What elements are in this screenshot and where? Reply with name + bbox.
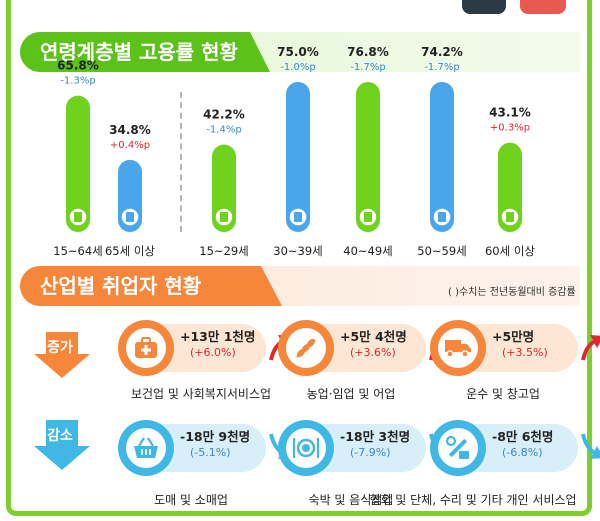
increase-tag-shape xyxy=(34,332,90,378)
bar-3 xyxy=(286,82,310,232)
icon-circle xyxy=(118,320,174,376)
industry-name: 협회 및 단체, 수리 및 기타 개인 서비스업 xyxy=(369,493,577,507)
wheat-icon xyxy=(296,338,316,358)
bar-value-label: 74.2% xyxy=(421,45,463,59)
industry-increase-2: +5만 4천명 (+3.6%) xyxy=(278,320,461,390)
bar-4 xyxy=(356,82,380,232)
bar-value-label: 34.8% xyxy=(109,123,151,137)
bar-change-label: -1.4%p xyxy=(206,125,241,136)
industry-change: -8만 6천명 xyxy=(492,429,554,444)
industry-name: 보건업 및 사회복지서비스업 xyxy=(130,387,272,401)
industry-increase-3: +5만명 (+3.5%) xyxy=(430,320,600,390)
category-label: 30~39세 xyxy=(273,244,322,258)
industry-pct: (+6.0%) xyxy=(190,346,236,359)
section1-banner: 연령계층별 고용률 현황 xyxy=(20,32,580,72)
decoration-figure-red xyxy=(520,0,566,14)
category-label: 15~29세 xyxy=(199,244,248,258)
icon-circle xyxy=(118,420,174,476)
category-label: 50~59세 xyxy=(417,244,466,258)
industry-pct: (-5.1%) xyxy=(190,446,231,459)
document-icon xyxy=(364,212,372,222)
icon-circle-inner xyxy=(286,328,326,368)
bar-change-label: -1.0%p xyxy=(280,62,315,73)
category-label: 15~64세 xyxy=(53,244,102,258)
bar-value-label: 43.1% xyxy=(489,106,531,120)
icon-circle xyxy=(278,420,334,476)
bar-value-label: 65.8% xyxy=(57,59,99,73)
industry-name: 도매 및 소매업 xyxy=(154,493,228,507)
icon-circle-inner xyxy=(438,328,478,368)
document-icon xyxy=(438,212,446,222)
icon-circle xyxy=(430,420,486,476)
industry-decrease-3: -8만 6천명 (-6.8%) xyxy=(430,420,600,490)
bar-change-label: +0.4%p xyxy=(110,140,150,151)
decoration-figure-dark xyxy=(462,0,506,14)
document-icon xyxy=(126,212,134,222)
chart-divider xyxy=(180,92,182,232)
bar-change-label: -1.7%p xyxy=(424,62,459,73)
icon-circle-inner xyxy=(126,328,166,368)
industry-increase-1: +13만 1천명 (+6.0%) xyxy=(118,320,301,390)
bar-5 xyxy=(430,82,454,232)
category-label: 60세 이상 xyxy=(485,244,535,258)
industry-decrease-1: -18만 9천명 (-5.1%) xyxy=(118,420,301,490)
section1-title: 연령계층별 고용률 현황 xyxy=(20,32,270,72)
industry-change: +13만 1천명 xyxy=(180,329,256,344)
industry-decrease-2: -18만 3천명 (-7.9%) xyxy=(278,420,461,490)
industry-name: 농업·임업 및 어업 xyxy=(306,387,396,401)
icon-circle xyxy=(430,320,486,376)
document-icon xyxy=(294,212,302,222)
section2-title: 산업별 취업자 현황 xyxy=(20,266,282,306)
bar-change-label: -1.3%p xyxy=(60,76,95,87)
dining-icon xyxy=(292,438,320,458)
icon-circle-inner xyxy=(438,428,478,468)
industry-pct: (+3.5%) xyxy=(502,346,548,359)
document-icon xyxy=(506,212,514,222)
decrease-tag-shape xyxy=(34,420,90,470)
increase-tag: 증가 xyxy=(47,340,73,356)
tools-icon xyxy=(445,435,469,459)
medical-kit-icon xyxy=(135,337,157,358)
industry-change: -18만 3천명 xyxy=(340,429,411,444)
industry-change: +5만 4천명 xyxy=(340,329,407,344)
industry-pct: (-7.9%) xyxy=(350,446,391,459)
section2-banner: 산업별 취업자 현황 xyxy=(20,266,580,306)
document-icon xyxy=(74,212,82,222)
bar-value-label: 76.8% xyxy=(347,45,389,59)
industry-name: 숙박 및 음식점업 xyxy=(308,493,394,507)
bar-value-label: 42.2% xyxy=(203,108,245,122)
trend-up-arrow-icon xyxy=(581,335,600,361)
icon-circle-inner xyxy=(286,428,326,468)
industry-name: 운수 및 창고업 xyxy=(466,387,540,401)
document-icon xyxy=(220,212,228,222)
bar-change-label: +0.3%p xyxy=(490,123,530,134)
bar-value-label: 75.0% xyxy=(277,45,319,59)
bar-0 xyxy=(66,95,90,232)
basket-icon xyxy=(134,437,158,458)
trend-down-arrow-icon xyxy=(581,433,600,459)
industry-change: +5만명 xyxy=(492,329,535,344)
category-label: 40~49세 xyxy=(343,244,392,258)
icon-circle-inner xyxy=(126,428,166,468)
industry-pct: (+3.6%) xyxy=(350,346,396,359)
age-employment-chart: 65.8% -1.3%p 15~64세 34.8% +0.4%p 65세 이상 42.2% -… xyxy=(53,45,535,258)
category-label: 65세 이상 xyxy=(105,244,155,258)
industry-pct: (-6.8%) xyxy=(502,446,543,459)
industry-change: -18만 9천명 xyxy=(180,429,251,444)
icon-circle xyxy=(278,320,334,376)
truck-icon xyxy=(445,340,471,358)
section2-note: ( )수치는 전년동월대비 증감률 xyxy=(448,287,576,298)
decrease-tag: 감소 xyxy=(47,428,73,444)
bar-change-label: -1.7%p xyxy=(350,62,385,73)
